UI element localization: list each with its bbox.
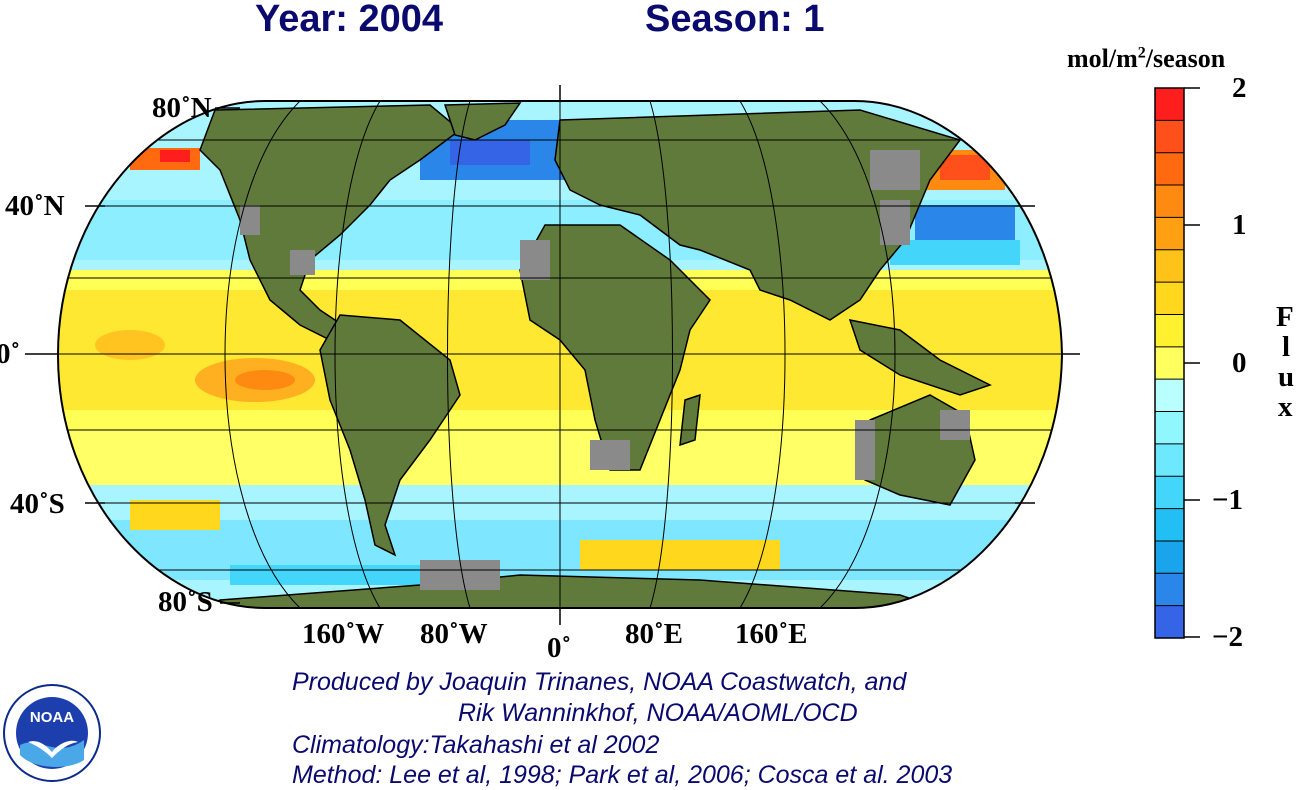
colorbar-segment [1155,88,1184,121]
flux-letter-l: l [1282,331,1291,363]
credit-line-4: Method: Lee et al, 1998; Park et al, 200… [292,761,953,789]
colorbar-segment [1155,443,1184,477]
colorbar-segment [1155,314,1184,348]
noaa-logo: NOAA [3,684,101,782]
noaa-logo-text: NOAA [30,709,74,726]
title-season: Season: 1 [645,0,825,40]
lat-label-80n: 80˚N [152,92,212,124]
credit-line-2: Rik Wanninkhof, NOAA/AOML/OCD [458,699,858,727]
colorbar [1155,88,1184,639]
colorbar-segment [1155,540,1184,574]
colorbar-segment [1155,152,1184,186]
colorbar-ticks [1184,87,1200,638]
colorbar-segment [1155,573,1184,607]
colorbar-units: mol/m2/season [1067,44,1226,73]
credit-line-1: Produced by Joaquin Trinanes, NOAA Coast… [292,668,907,696]
lon-label-80e: 80˚E [625,618,683,650]
colorbar-segment [1155,508,1184,542]
lon-label-0: 0˚ [547,632,572,664]
lat-label-80s: 80˚S [158,586,213,618]
colorbar-segment [1155,282,1184,315]
colorbar-segment [1155,476,1184,510]
colorbar-segment [1155,379,1184,413]
lat-label-40s: 40˚S [10,488,65,520]
colorbar-segment [1155,120,1184,154]
lon-label-80w: 80˚W [420,618,488,650]
land [197,102,992,608]
colorbar-segment [1155,249,1184,283]
colorbar-tick-1: 1 [1232,209,1247,241]
lat-label-0: 0˚ [0,338,21,370]
credit-line-3: Climatology:Takahashi et al 2002 [292,731,660,759]
colorbar-tick-0: 0 [1232,347,1247,379]
colorbar-tick-2: 2 [1232,72,1247,104]
map-body [58,101,1062,608]
axis-ticks [25,85,1080,625]
flux-letter-f: F [1276,301,1294,333]
title-year: Year: 2004 [255,0,444,40]
colorbar-segment [1155,217,1184,251]
colorbar-tick-neg2: −2 [1212,621,1244,653]
flux-letter-x: x [1278,391,1293,423]
colorbar-tick-neg1: −1 [1212,484,1244,516]
colorbar-segment [1155,185,1184,218]
lon-label-160w: 160˚W [302,618,385,650]
graticule [58,101,1062,608]
map-outline [56,100,1064,609]
no-data-regions [240,150,970,590]
flux-letter-u: u [1278,361,1295,393]
colorbar-segment [1155,411,1184,445]
lat-label-40n: 40˚N [5,190,65,222]
lon-label-160e: 160˚E [735,618,808,650]
colorbar-segment [1155,605,1184,639]
colorbar-segment [1155,346,1184,380]
